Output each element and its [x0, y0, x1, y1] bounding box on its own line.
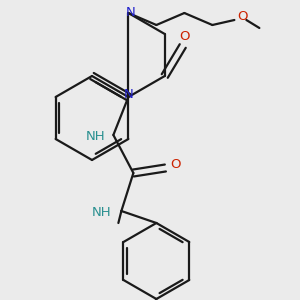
Text: NH: NH	[92, 206, 111, 220]
Text: N: N	[124, 88, 133, 100]
Text: O: O	[170, 158, 181, 172]
Text: N: N	[125, 7, 135, 20]
Text: O: O	[179, 29, 190, 43]
Text: O: O	[237, 11, 247, 23]
Text: NH: NH	[85, 130, 105, 143]
